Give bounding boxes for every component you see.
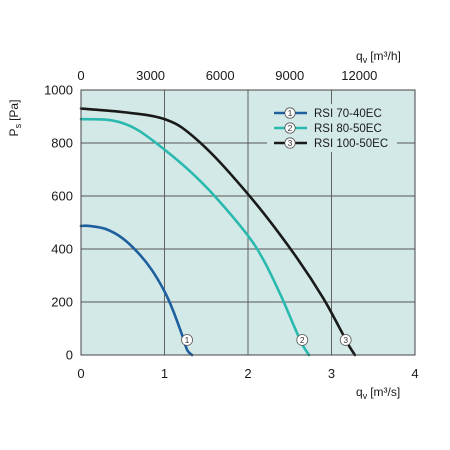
x-tick-label: 0 [77,366,84,381]
y-axis-title-prefix: P [7,128,21,136]
x-top-tick-label: 3000 [136,68,165,83]
curve-markers: 1 2 3 [181,334,352,346]
curve-marker-circle [181,334,193,346]
y-tick-label: 800 [51,136,73,151]
x-top-axis-title-sub: v [363,55,368,65]
curve-marker-label: 1 [185,335,190,345]
legend-marker-label: 1 [288,108,293,118]
y-axis-title-unit: [Pa] [7,100,21,121]
legend-marker-label: 3 [288,138,293,148]
y-tick-label: 600 [51,189,73,204]
series-line-3 [79,107,357,357]
x-tick-label: 2 [244,366,251,381]
legend-marker-label: 2 [288,123,293,133]
legend-entry-label: RSI 80-50EC [314,123,382,135]
curve-marker-circle [296,334,309,346]
legend: 1 RSI 70-40EC 2 RSI 80-50EC 3 RSI 100-50EC [267,104,397,152]
x-tick-labels: 0 1 2 3 4 [77,366,418,381]
legend-entry-label: RSI 70-40EC [314,108,382,120]
y-tick-label: 200 [51,295,73,310]
x-axis-title: qv [m³/s] [356,385,400,401]
legend-marker-circle [284,122,296,134]
y-axis-title-sub: s [13,123,23,128]
y-axis-title: Ps [Pa] [7,100,23,137]
series-line-2 [79,117,311,357]
x-top-tick-label: 6000 [206,68,235,83]
legend-marker-circle [284,137,296,149]
x-top-tick-labels: 0 3000 6000 9000 12000 [77,68,377,83]
y-tick-labels: 0 200 400 600 800 1000 [44,83,73,363]
curve-marker-circle [339,334,352,346]
curve-marker-label: 2 [300,335,305,345]
x-tick-label: 1 [161,366,168,381]
x-tick-label: 4 [411,366,418,381]
y-tick-label: 1000 [44,83,73,98]
x-axis-title-prefix: q [356,385,363,399]
x-tick-label: 3 [328,366,335,381]
x-top-tick-label: 0 [77,68,84,83]
curve-marker-label: 3 [343,335,348,345]
x-top-axis-title: qv [m³/h] [356,49,401,65]
legend-entry-label: RSI 100-50EC [314,138,388,150]
plot-frame [80,89,416,356]
x-axis-title-unit: [m³/s] [370,385,400,399]
legend-marker-circle [284,107,296,119]
x-top-tick-label: 12000 [341,68,377,83]
x-axis-title-sub: v [363,391,368,401]
y-tick-label: 400 [51,242,73,257]
y-tick-label: 0 [66,348,73,363]
x-top-tick-label: 9000 [275,68,304,83]
x-top-axis-title-unit: [m³/h] [370,49,401,63]
x-top-axis-title-prefix: q [356,49,363,63]
